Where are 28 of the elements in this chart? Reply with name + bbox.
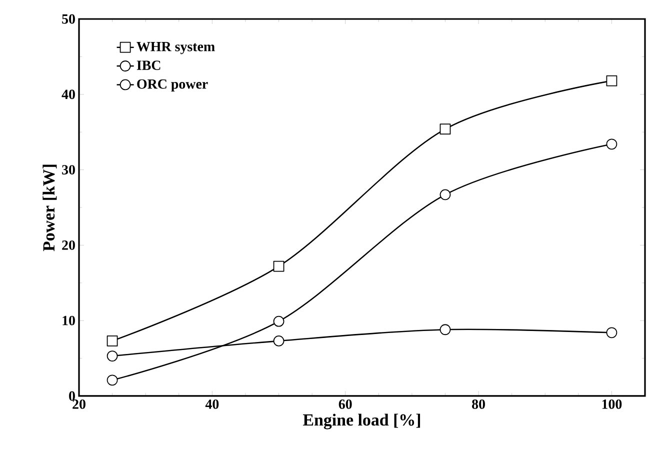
legend-label: IBC [136, 60, 160, 70]
y-axis-title: Power [kW] [42, 164, 57, 252]
y-tick-label: 30 [62, 165, 75, 174]
legend-label: ORC power [137, 79, 208, 92]
x-tick-label: 40 [205, 400, 219, 409]
x-tick-label: 60 [338, 400, 352, 409]
point [440, 124, 451, 135]
y-tick-label: 0 [69, 391, 75, 401]
point [440, 189, 451, 200]
y-tick-label: 50 [62, 14, 75, 24]
point [273, 260, 284, 272]
point [273, 335, 284, 346]
point [606, 327, 618, 338]
legend-label: WHR system [136, 42, 215, 54]
y-tick-label: 20 [62, 240, 75, 250]
point [106, 350, 118, 362]
x-tick-label: 80 [472, 400, 485, 409]
y-tick-label: 10 [62, 316, 75, 326]
x-tick-label: 100 [602, 400, 622, 409]
x-tick-label: 20 [72, 400, 86, 409]
y-tick-label: 40 [62, 90, 75, 100]
point [106, 335, 118, 346]
point [606, 138, 618, 150]
x-axis-title: Engine load [%] [303, 414, 420, 430]
point [273, 316, 284, 327]
point [106, 374, 118, 386]
point [440, 324, 451, 336]
point [606, 75, 618, 86]
